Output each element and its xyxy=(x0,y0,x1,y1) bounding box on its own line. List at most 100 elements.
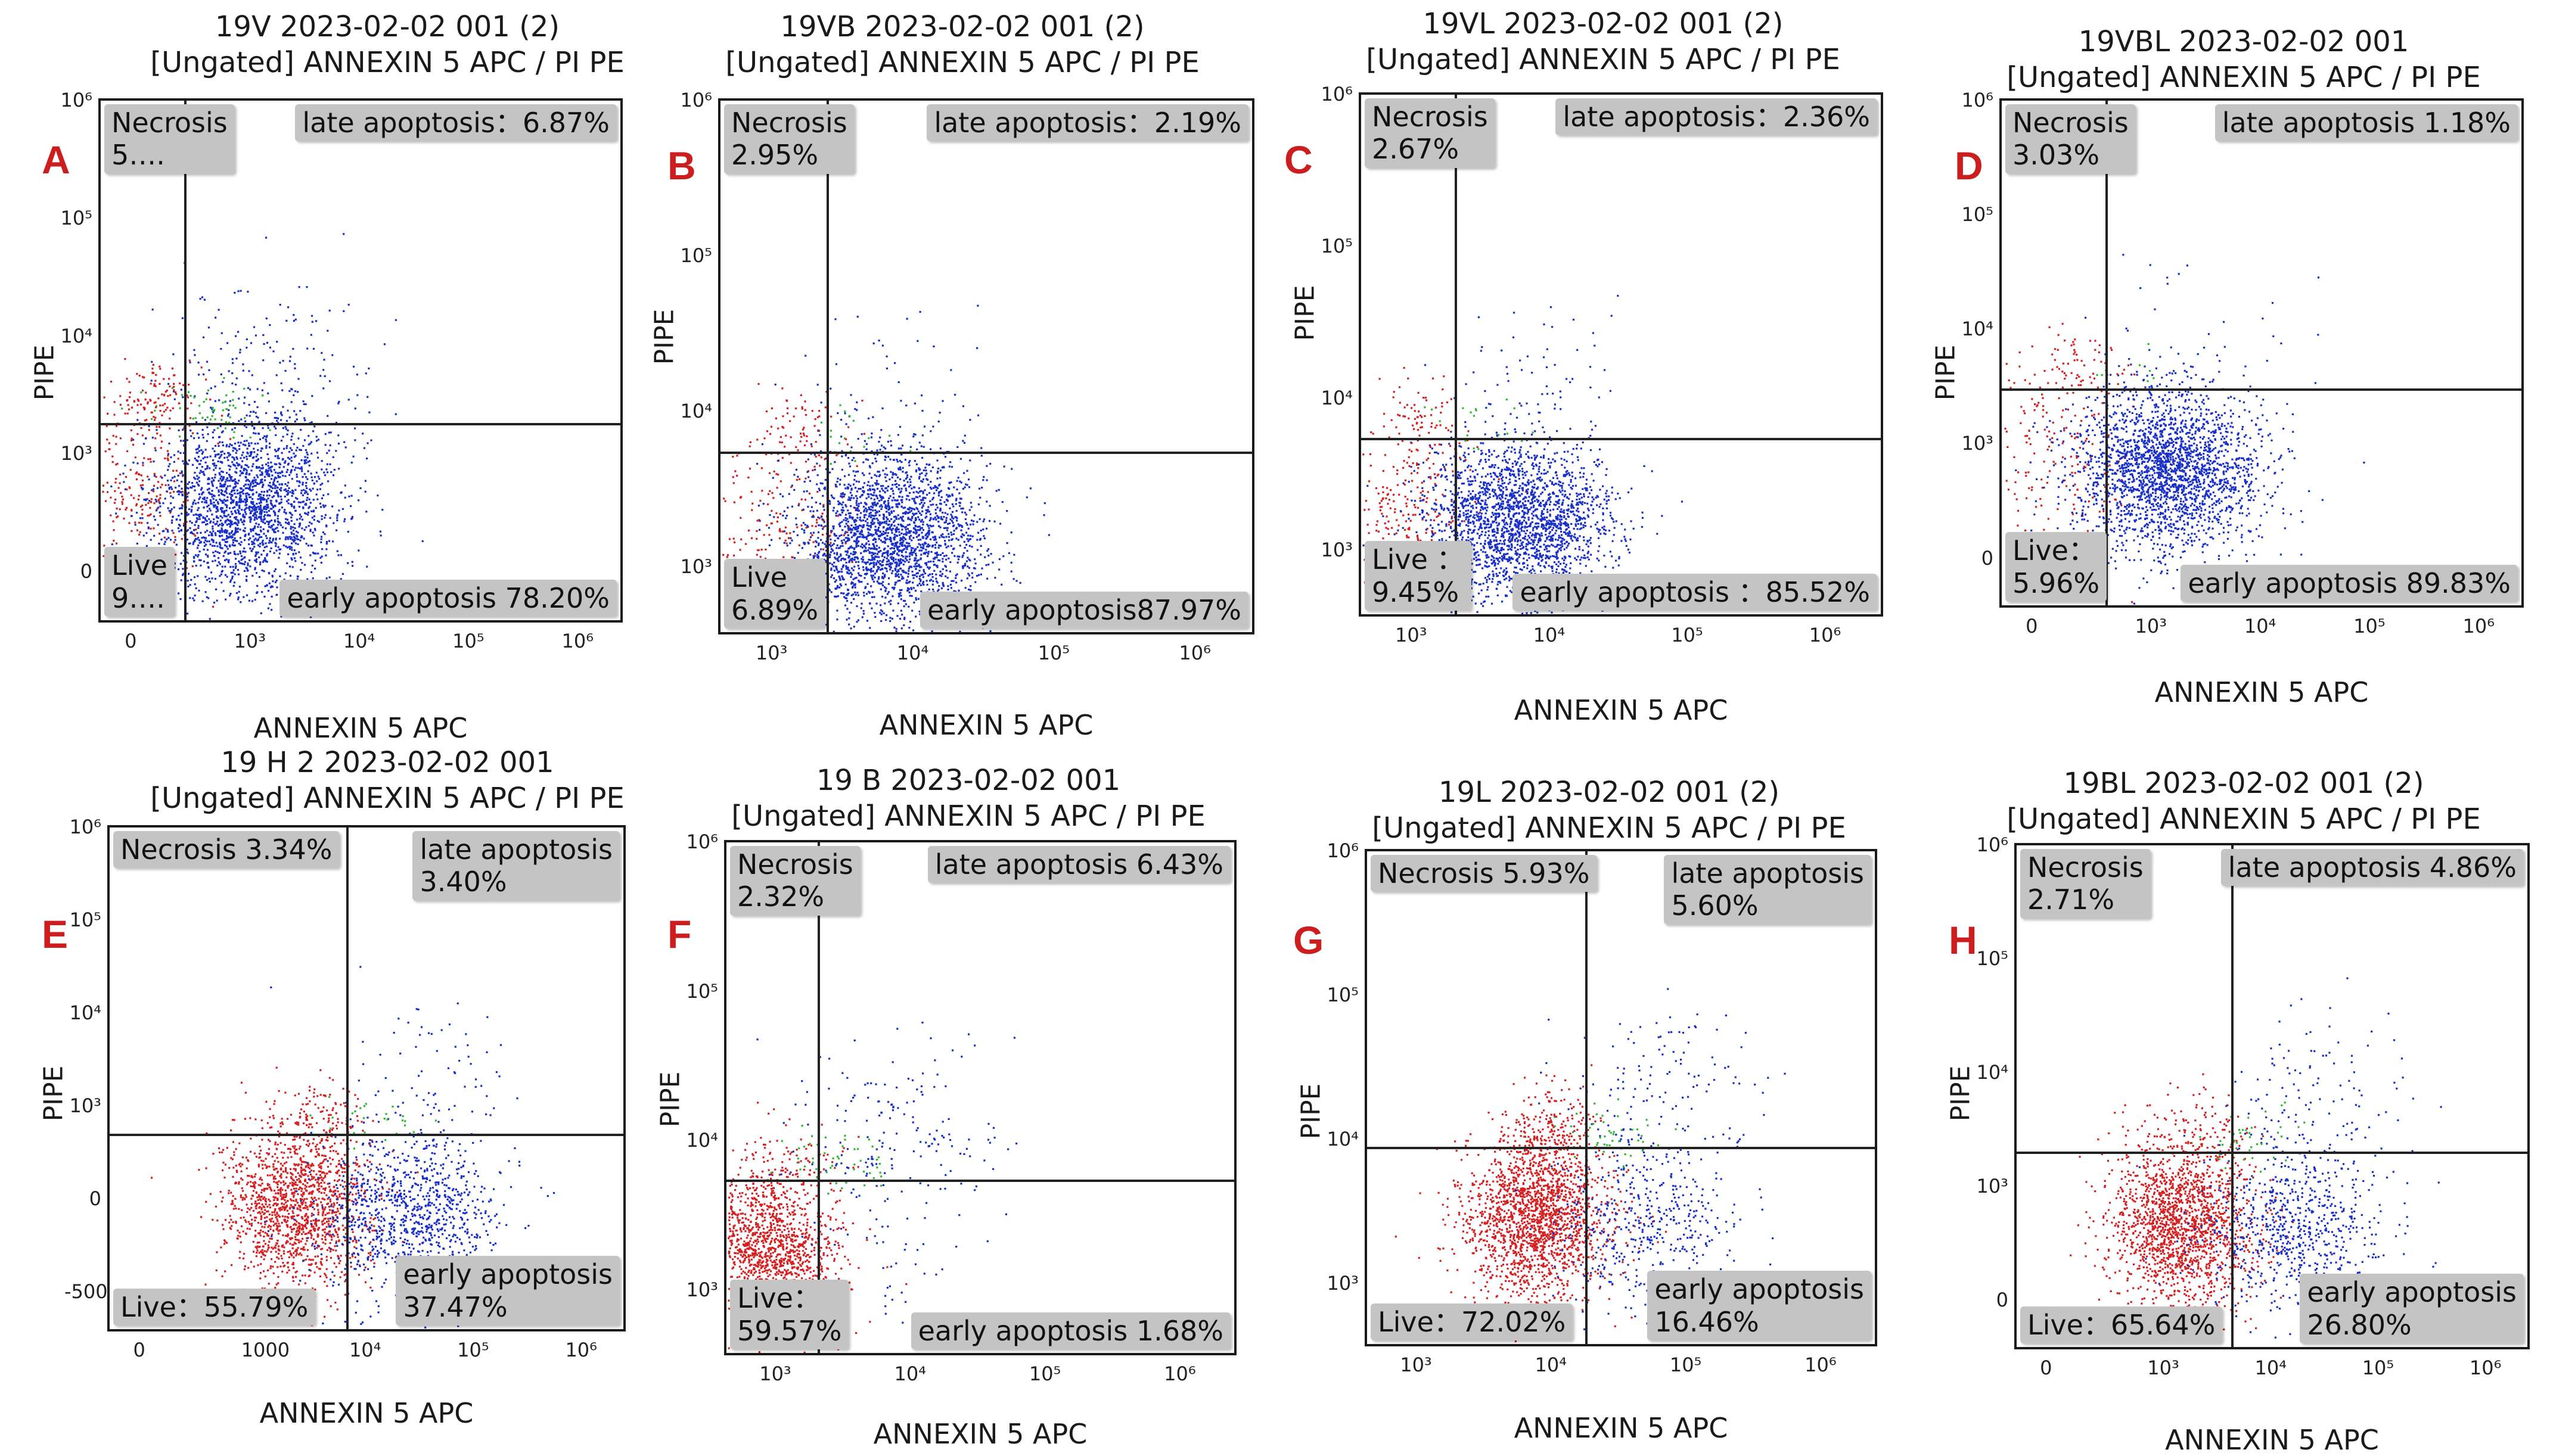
data-point-early xyxy=(275,472,277,474)
data-point-early xyxy=(880,609,882,611)
data-point-late xyxy=(203,374,204,375)
data-point-early xyxy=(919,473,921,475)
data-point-early xyxy=(943,555,945,557)
data-point-early xyxy=(838,523,840,525)
data-point-early xyxy=(196,532,198,534)
data-point-early xyxy=(863,550,865,552)
data-point-live xyxy=(785,533,787,534)
data-point-early xyxy=(291,449,293,451)
data-point-early xyxy=(219,563,221,565)
data-point-early xyxy=(980,530,982,531)
data-point-early xyxy=(897,559,899,561)
data-point-early xyxy=(203,437,204,438)
data-point-early xyxy=(896,486,897,488)
data-point-early xyxy=(930,487,931,489)
data-point-early xyxy=(270,508,272,509)
data-point-early xyxy=(907,575,909,577)
data-point-early xyxy=(292,490,294,492)
data-point-early xyxy=(858,561,859,563)
data-point-early xyxy=(876,549,878,550)
data-point-early xyxy=(831,548,833,550)
data-point-early xyxy=(769,545,771,546)
data-point-early xyxy=(267,462,269,463)
data-point-live xyxy=(118,487,120,489)
data-point-early xyxy=(902,549,904,551)
data-point-early xyxy=(241,466,243,468)
data-point-necrosis xyxy=(120,404,122,406)
data-point-early xyxy=(961,481,962,483)
data-point-early xyxy=(215,456,216,458)
data-point-early xyxy=(834,587,836,589)
data-point-early xyxy=(275,455,277,457)
data-point-early xyxy=(982,528,984,530)
data-point-early xyxy=(933,497,934,499)
data-point-early xyxy=(223,590,225,592)
data-point-live xyxy=(114,490,116,492)
data-point-necrosis xyxy=(132,444,134,446)
data-point-late xyxy=(263,382,265,384)
data-point-early xyxy=(822,542,824,544)
data-point-early xyxy=(292,527,294,528)
data-point-early xyxy=(192,502,194,503)
data-point-early xyxy=(870,575,872,577)
data-point-early xyxy=(167,537,169,539)
data-point-early xyxy=(890,537,892,539)
data-point-early xyxy=(263,511,265,513)
data-point-early xyxy=(269,583,271,584)
data-point-early xyxy=(899,561,900,562)
y-tick-label: 0 xyxy=(55,560,92,583)
data-point-early xyxy=(298,485,300,487)
data-point-late xyxy=(345,446,347,448)
data-point-early xyxy=(803,531,805,533)
data-point-early xyxy=(928,589,930,590)
data-point-early xyxy=(319,503,321,505)
data-point-necrosis xyxy=(156,426,157,428)
data-point-early xyxy=(296,476,298,478)
data-point-late xyxy=(311,315,313,317)
data-point-early xyxy=(155,499,157,500)
data-point-early xyxy=(905,526,907,528)
data-point-early xyxy=(307,514,309,515)
data-point-early xyxy=(212,525,213,527)
data-point-early xyxy=(246,456,247,458)
data-point-early xyxy=(915,555,917,556)
data-point-early xyxy=(279,575,281,577)
data-point-early xyxy=(263,499,265,500)
data-point-late xyxy=(220,374,222,375)
data-point-necrosis xyxy=(108,448,110,450)
data-point-early xyxy=(294,527,296,529)
data-point-early xyxy=(937,521,939,522)
data-point-late-green xyxy=(190,395,191,397)
data-point-early xyxy=(288,463,290,465)
data-point-early xyxy=(853,479,855,481)
data-point-early xyxy=(873,545,875,547)
data-point-late xyxy=(294,368,296,369)
data-point-early xyxy=(779,493,781,495)
data-point-early xyxy=(896,615,898,617)
data-point-early xyxy=(199,518,201,520)
data-point-early xyxy=(915,599,917,601)
data-point-early xyxy=(871,514,872,516)
data-point-early xyxy=(864,440,866,442)
data-point-early xyxy=(191,506,192,508)
data-point-early xyxy=(293,410,295,412)
data-point-early xyxy=(980,545,982,547)
data-point-early xyxy=(205,524,207,525)
data-point-live xyxy=(816,522,818,524)
data-point-early xyxy=(315,507,317,509)
data-point-early xyxy=(221,535,223,537)
data-point-early xyxy=(212,447,214,449)
data-point-early xyxy=(229,469,231,471)
data-point-early xyxy=(856,621,858,623)
data-point-early xyxy=(852,553,854,555)
data-point-live xyxy=(159,515,161,517)
data-point-live xyxy=(167,458,169,459)
data-point-early xyxy=(136,543,138,545)
data-point-early xyxy=(795,518,797,519)
data-point-late-green xyxy=(220,419,222,421)
data-point-early xyxy=(240,499,242,500)
data-point-early xyxy=(234,522,235,524)
data-point-early xyxy=(212,528,213,530)
data-point-early xyxy=(265,535,267,537)
data-point-early xyxy=(231,532,232,534)
